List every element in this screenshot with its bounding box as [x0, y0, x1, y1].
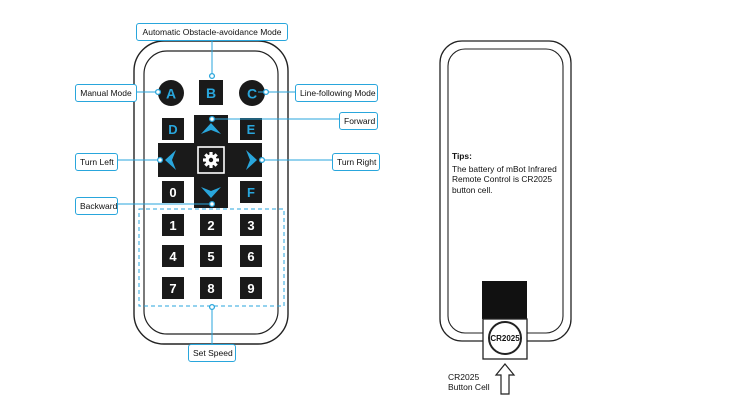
- tips-text: The battery of mBot Infrared Remote Cont…: [452, 163, 557, 195]
- callout-line-following: Line-following Mode: [295, 84, 378, 102]
- callout-turn-left: Turn Left: [75, 153, 118, 171]
- key-7[interactable]: [162, 277, 184, 299]
- key-3[interactable]: [240, 214, 262, 236]
- key-b[interactable]: [199, 80, 223, 105]
- key-a-label: A: [166, 86, 176, 102]
- key-4[interactable]: [162, 245, 184, 267]
- key-1-label: 1: [169, 218, 176, 233]
- callout-set-speed: Set Speed: [188, 344, 236, 362]
- cell-caption-line2: Button Cell: [448, 382, 490, 392]
- key-0[interactable]: [162, 181, 184, 203]
- key-6-label: 6: [247, 249, 254, 264]
- key-a[interactable]: [158, 80, 184, 106]
- tips-title: Tips:: [452, 151, 472, 161]
- key-4-label: 4: [169, 249, 177, 264]
- leader-dots: [154, 72, 270, 311]
- key-e-label: E: [247, 122, 256, 137]
- key-7-label: 7: [169, 281, 176, 296]
- callout-turn-right: Turn Right: [332, 153, 380, 171]
- key-6[interactable]: [240, 245, 262, 267]
- cell-label: CR2025: [490, 334, 520, 343]
- cell-caption-line1: CR2025: [448, 372, 480, 382]
- key-c-label: C: [247, 86, 257, 102]
- number-keypad: 1 2 3 4 5 6 7 8 9: [162, 214, 262, 299]
- key-f[interactable]: [240, 181, 262, 203]
- dot-forward: [208, 115, 216, 123]
- key-d-label: D: [168, 122, 177, 137]
- key-3-label: 3: [247, 218, 254, 233]
- key-d[interactable]: [162, 118, 184, 140]
- arrow-left-icon[interactable]: [165, 150, 176, 170]
- gear-icon: [203, 152, 219, 168]
- key-1[interactable]: [162, 214, 184, 236]
- dot-obstacle: [208, 72, 216, 80]
- set-speed-region: [138, 208, 285, 307]
- arrow-down-icon[interactable]: [201, 187, 221, 198]
- remote-front: A B C D E 0 F: [133, 40, 289, 345]
- cell-caption: CR2025 Button Cell: [448, 372, 490, 392]
- key-8-label: 8: [207, 281, 214, 296]
- arrow-right-icon[interactable]: [246, 150, 257, 170]
- key-f-label: F: [247, 185, 255, 200]
- key-5-label: 5: [207, 249, 214, 264]
- key-5[interactable]: [200, 245, 222, 267]
- key-8[interactable]: [200, 277, 222, 299]
- dot-set-speed: [208, 303, 216, 311]
- remote-back: CR2025: [439, 40, 572, 395]
- callout-manual-mode: Manual Mode: [75, 84, 137, 102]
- callout-forward: Forward: [339, 112, 378, 130]
- callout-backward: Backward: [75, 197, 118, 215]
- key-9[interactable]: [240, 277, 262, 299]
- battery-slot: [482, 281, 527, 319]
- callout-obstacle-mode: Automatic Obstacle-avoidance Mode: [136, 23, 288, 41]
- leader-lines: [118, 39, 339, 344]
- dot-line: [262, 88, 270, 96]
- cr2025-cell: [488, 321, 522, 355]
- key-9-label: 9: [247, 281, 254, 296]
- remote-outline-inner: [143, 50, 279, 335]
- key-0-label: 0: [169, 185, 176, 200]
- dot-turn-left: [156, 156, 164, 164]
- key-2[interactable]: [200, 214, 222, 236]
- key-c[interactable]: [239, 80, 265, 106]
- key-b-label: B: [206, 85, 216, 101]
- arrow-up-icon[interactable]: [201, 123, 221, 134]
- dot-manual: [154, 88, 162, 96]
- tips-block: Tips: The battery of mBot Infrared Remot…: [452, 151, 577, 195]
- key-e[interactable]: [240, 118, 262, 140]
- dot-backward: [208, 200, 216, 208]
- arrow-up-outline-icon: [494, 363, 516, 395]
- dot-turn-right: [258, 156, 266, 164]
- key-2-label: 2: [207, 218, 214, 233]
